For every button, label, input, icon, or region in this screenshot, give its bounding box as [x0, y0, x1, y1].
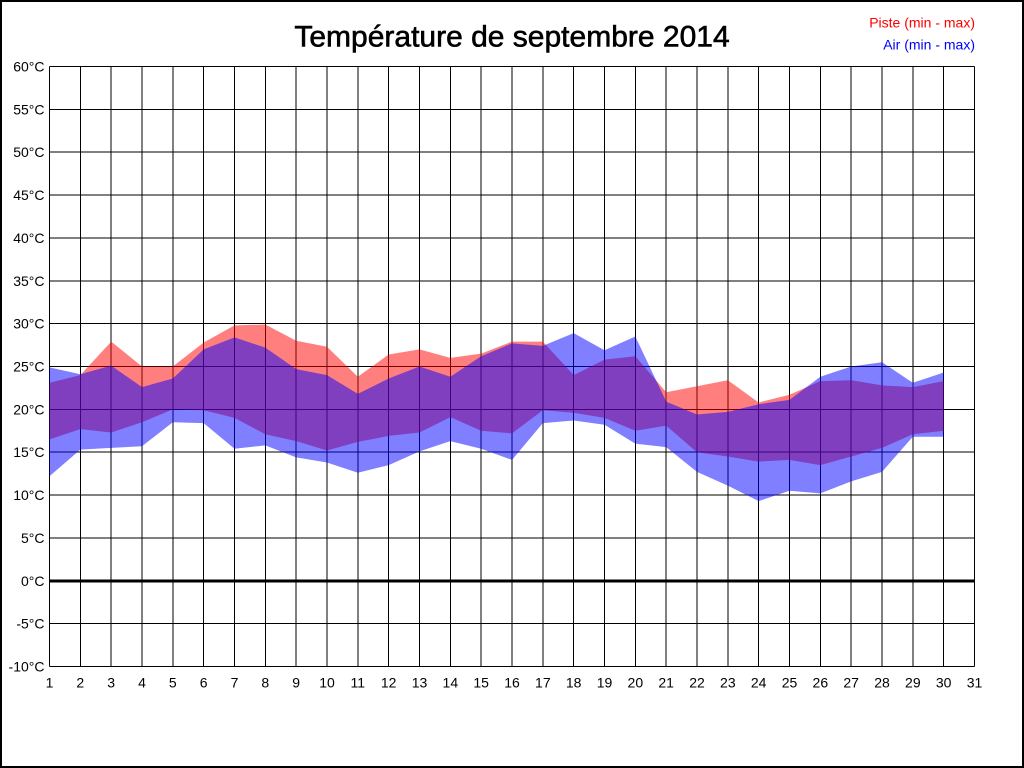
- svg-text:17: 17: [535, 675, 551, 691]
- svg-text:40°C: 40°C: [13, 230, 44, 246]
- svg-text:5: 5: [169, 675, 177, 691]
- svg-text:60°C: 60°C: [13, 59, 44, 75]
- svg-text:10: 10: [319, 675, 335, 691]
- svg-text:28: 28: [874, 675, 890, 691]
- svg-text:0°C: 0°C: [21, 573, 45, 589]
- svg-text:18: 18: [566, 675, 582, 691]
- svg-text:12: 12: [381, 675, 397, 691]
- svg-text:20°C: 20°C: [13, 401, 44, 417]
- svg-text:3: 3: [107, 675, 115, 691]
- svg-text:24: 24: [751, 675, 767, 691]
- svg-text:Air (min - max): Air (min - max): [883, 37, 975, 53]
- svg-text:25°C: 25°C: [13, 359, 44, 375]
- svg-text:26: 26: [813, 675, 829, 691]
- svg-text:15°C: 15°C: [13, 444, 44, 460]
- svg-text:2: 2: [76, 675, 84, 691]
- svg-text:8: 8: [261, 675, 269, 691]
- svg-text:35°C: 35°C: [13, 273, 44, 289]
- svg-text:31: 31: [967, 675, 983, 691]
- svg-text:6: 6: [200, 675, 208, 691]
- svg-text:29: 29: [905, 675, 921, 691]
- svg-text:22: 22: [689, 675, 705, 691]
- svg-text:21: 21: [658, 675, 674, 691]
- svg-text:4: 4: [138, 675, 146, 691]
- svg-text:Température de septembre 2014: Température de septembre 2014: [294, 20, 729, 53]
- svg-text:7: 7: [231, 675, 239, 691]
- svg-text:Piste (min - max): Piste (min - max): [869, 15, 975, 31]
- svg-text:-5°C: -5°C: [16, 616, 44, 632]
- svg-text:-10°C: -10°C: [9, 659, 45, 675]
- svg-text:30°C: 30°C: [13, 316, 44, 332]
- svg-text:13: 13: [412, 675, 428, 691]
- svg-text:23: 23: [720, 675, 736, 691]
- svg-text:20: 20: [628, 675, 644, 691]
- svg-text:9: 9: [292, 675, 300, 691]
- svg-text:45°C: 45°C: [13, 187, 44, 203]
- svg-text:27: 27: [843, 675, 859, 691]
- svg-text:50°C: 50°C: [13, 144, 44, 160]
- svg-text:25: 25: [782, 675, 798, 691]
- svg-text:1: 1: [46, 675, 54, 691]
- svg-text:14: 14: [443, 675, 459, 691]
- svg-text:19: 19: [597, 675, 613, 691]
- svg-text:15: 15: [473, 675, 489, 691]
- svg-text:55°C: 55°C: [13, 101, 44, 117]
- svg-text:16: 16: [504, 675, 520, 691]
- svg-text:10°C: 10°C: [13, 487, 44, 503]
- svg-text:30: 30: [936, 675, 952, 691]
- svg-text:5°C: 5°C: [21, 530, 45, 546]
- svg-text:11: 11: [351, 675, 366, 691]
